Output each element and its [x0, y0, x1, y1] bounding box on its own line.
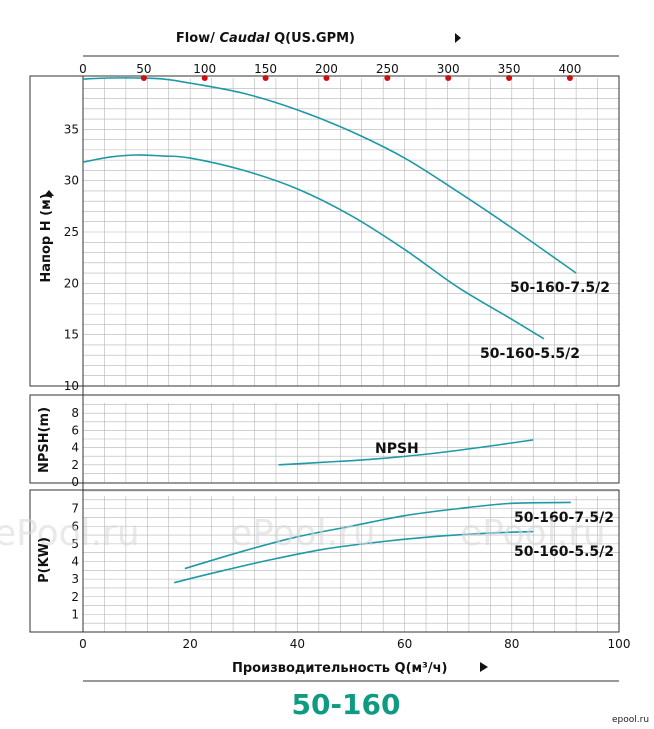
x-tick-label: 80: [504, 637, 519, 651]
npsh-curve-label: NPSH: [375, 441, 419, 457]
gpm-tick-dot: [566, 75, 573, 81]
head-curve-label-5-5: 50-160-5.5/2: [480, 346, 580, 362]
curve-layer: [82, 77, 577, 584]
head-y-tick-label: 15: [64, 328, 79, 342]
npsh-series-0-line: [278, 439, 534, 466]
power-y-tick-label: 1: [71, 607, 79, 621]
gpm-tick-dot: [140, 75, 147, 81]
gpm-tick-label: 50: [136, 62, 151, 76]
gpm-tick-dot: [262, 75, 269, 81]
model-title: 50-160: [291, 688, 400, 721]
x-tick-label: 20: [183, 637, 198, 651]
x-tick-label: 40: [290, 637, 305, 651]
gpm-tick-label: 0: [79, 62, 87, 76]
head-series-1-line: [82, 154, 545, 340]
gpm-tick-dot: [506, 75, 513, 81]
power-y-tick-label: 5: [71, 537, 79, 551]
head-y-arrow-icon: [44, 190, 54, 196]
x-axis-title: Производительность Q(м³/ч): [232, 661, 447, 676]
power-y-axis-title: P(KW): [37, 537, 52, 583]
gpm-tick-label: 400: [558, 62, 581, 76]
power-series-1-line: [173, 530, 534, 584]
frame-layer: [29, 55, 620, 682]
gpm-tick-label: 300: [437, 62, 460, 76]
power-curve-label-7-5: 50-160-7.5/2: [514, 510, 614, 526]
gpm-tick-label: 150: [254, 62, 277, 76]
x-tick-label: 0: [79, 637, 87, 651]
head-y-tick-label: 35: [64, 122, 79, 136]
x-tick-label: 60: [397, 637, 412, 651]
x-tick-label: 100: [608, 637, 631, 651]
top-axis-arrow-icon: [455, 33, 461, 43]
gpm-tick-dot: [445, 75, 452, 81]
npsh-y-tick-label: 2: [71, 458, 79, 472]
head-y-tick-label: 10: [64, 379, 79, 393]
head-y-tick-label: 30: [64, 174, 79, 188]
head-y-tick-label: 25: [64, 225, 79, 239]
power-panel-frame: [29, 489, 620, 633]
watermark-center: ePool.ru: [230, 513, 376, 554]
power-curve-label-5-5: 50-160-5.5/2: [514, 544, 614, 560]
head-panel-frame: [29, 75, 620, 387]
watermark-right: ePool.ru: [460, 513, 606, 554]
head-series-0-line: [82, 77, 577, 274]
power-y-tick-label: 7: [71, 502, 79, 516]
power-y-tick-label: 6: [71, 519, 79, 533]
npsh-y-axis-title: NPSH(m): [37, 407, 52, 473]
npsh-y-tick-label: 6: [71, 423, 79, 437]
gpm-tick-label: 200: [315, 62, 338, 76]
npsh-y-tick-label: 8: [71, 406, 79, 420]
power-series-0-line: [184, 501, 571, 570]
gpm-tick-dot: [323, 75, 330, 81]
top-axis-title: Flow/ Caudal Q(US.GPM): [176, 31, 355, 46]
head-y-tick-label: 20: [64, 276, 79, 290]
gpm-tick-label: 350: [498, 62, 521, 76]
npsh-y-tick-label: 0: [71, 475, 79, 489]
corner-logo: epool.ru: [612, 715, 649, 725]
power-y-tick-label: 4: [71, 555, 79, 569]
gpm-tick-label: 100: [193, 62, 216, 76]
npsh-y-tick-label: 4: [71, 441, 79, 455]
grid-layer: [83, 78, 619, 632]
watermark-left: ePool.ru: [0, 513, 140, 554]
head-curve-label-7-5: 50-160-7.5/2: [510, 280, 610, 296]
gpm-tick-label: 250: [376, 62, 399, 76]
gpm-tick-dot: [384, 75, 391, 81]
power-y-tick-label: 2: [71, 590, 79, 604]
gpm-tick-dot: [201, 75, 208, 81]
head-y-axis-title: Напор H (м): [39, 193, 54, 282]
npsh-panel-frame: [29, 394, 620, 484]
x-axis-arrow-icon: [480, 662, 488, 672]
power-y-tick-label: 3: [71, 572, 79, 586]
